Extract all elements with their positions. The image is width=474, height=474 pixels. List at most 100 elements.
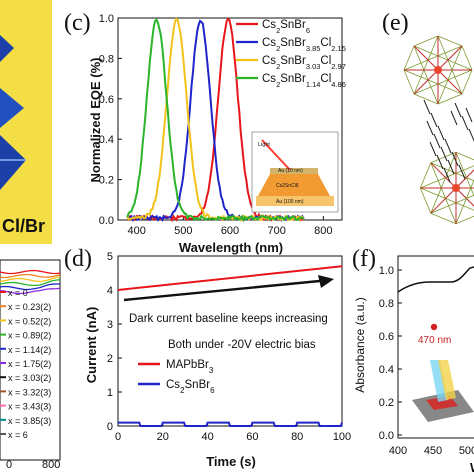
legend-label-cs2snbr6: Cs2SnBr6 (166, 379, 215, 395)
organic-chain (440, 146, 448, 162)
panel-c-legend-label-3: Cs2SnBr1.14Cl4.86 (262, 73, 346, 89)
left-xrd-curve-1 (0, 273, 61, 279)
inset-light-beam (261, 139, 291, 171)
marker-470nm (430, 323, 438, 331)
left-xrd-curve-3 (0, 279, 61, 287)
panel-d-ytick-label: 2 (107, 353, 113, 365)
cage-top-spoke (437, 69, 463, 95)
panel-c-ytick-label: 1.0 (99, 13, 114, 25)
trend-arrow-line (123, 278, 331, 302)
panel-c-ytick-label: 0.0 (99, 215, 114, 227)
panel-c-ytick-label: 0.2 (99, 175, 114, 187)
cage-bottom-spoke (430, 187, 457, 214)
organic-chain (450, 110, 458, 126)
device-active-area (426, 396, 458, 410)
panel-d-xtick-label: 40 (201, 431, 213, 443)
panel-f-ticks: 1.0 0.8 0.6 0.4 0.2 0.0 (379, 265, 402, 442)
panel-c-xtick-label: 800 (314, 225, 332, 237)
panel-d: (d) Current (nA) Time (s) 0 20 40 60 80 100 0 1… (64, 246, 351, 469)
cage-bottom-bond (430, 151, 457, 164)
organic-chain (429, 141, 437, 157)
panel-c-xtick-label: 400 (127, 225, 145, 237)
inset-au-bottom-label: Au (100 nm) (276, 199, 304, 205)
trend-arrow-head (318, 275, 334, 288)
panel-c-ytick-label: 0.6 (99, 94, 114, 106)
absorbance-curve (397, 266, 474, 293)
left-xrd-curve-2 (0, 275, 61, 283)
left-xtick-0: 0 (6, 459, 12, 471)
inset-light-label: Light (258, 142, 270, 148)
cage-bottom-bond (430, 152, 457, 214)
cage-bottom-spoke (430, 162, 457, 189)
cage-top-center (434, 66, 442, 74)
panel-d-xtick-label: 20 (157, 431, 169, 443)
legend-label-mapbbr3: MAPbBr3 (166, 359, 214, 375)
cage-top-bond (413, 69, 473, 95)
left-legend-label-3: x = 0.89(2) (8, 331, 51, 341)
left-legend-label-1: x = 0.23(2) (8, 302, 51, 312)
panel-c-series-3 (126, 18, 305, 223)
panel-f-annotation: 470 nm (418, 335, 451, 346)
panel-f-ylabel: Absorbance (a.u.) (353, 297, 367, 392)
panel-d-ytick-label: 3 (107, 319, 113, 331)
inset-mid-label: Cs2SnCl6 (276, 183, 299, 189)
cage-bottom-bond (419, 162, 432, 189)
panel-d-annotation: Dark current baseline keeps increasing (129, 313, 328, 325)
cage-top-bond (413, 45, 473, 71)
left-legend-label-2: x = 0.52(2) (8, 316, 51, 326)
panel-c-legend: Cs2SnBr6 Cs2SnBr3.85Cl2.15 Cs2SnBr3.03Cl2.… (236, 19, 346, 89)
organic-chain (461, 115, 469, 131)
panel-c-xtick-label: 700 (267, 225, 285, 237)
left-xtick-800: 800 (42, 459, 60, 471)
panel-c-ylabel: Normalized EQE (%) (88, 58, 103, 183)
panel-c-ytick-label: 0.8 (99, 53, 114, 65)
cage-top-bond (461, 45, 473, 71)
cage-bottom-bond (420, 165, 474, 189)
cage-top-bond (437, 35, 463, 95)
panel-c-series (126, 17, 305, 223)
panel-d-ytick-label: 1 (107, 387, 113, 399)
cage-bottom-bond (455, 151, 474, 161)
device-light-beam (430, 360, 448, 402)
left-xrd-curve-4 (0, 283, 60, 291)
cl-br-label: Cl/Br (2, 216, 45, 236)
panel-d-ylabel: Current (nA) (84, 307, 99, 384)
panel-f-frame (397, 255, 474, 439)
panel-d-xtick-label: 80 (291, 431, 303, 443)
organic-chain (454, 102, 462, 118)
left-legend-label-8: x = 3.43(3) (8, 402, 51, 412)
cage-bottom-spoke (455, 187, 474, 207)
cage-bottom-bond (455, 179, 474, 224)
panel-f-label: (f) (352, 246, 376, 272)
panel-c-legend-label-0: Cs2SnBr6 (262, 19, 310, 35)
inset-au-top (270, 168, 318, 174)
panel-c-ytick-label: 0.4 (99, 134, 114, 146)
cage-bottom-bond (430, 162, 474, 182)
panel-c-xtick-label: 600 (221, 225, 239, 237)
left-legend-label-0: x = 0 (8, 288, 28, 298)
cage-bottom-bond (455, 215, 474, 225)
cage-bottom-center (452, 184, 460, 192)
left-legend-label-4: x = 1.14(2) (8, 345, 51, 355)
panel-f-xtick-450: 450 (424, 445, 442, 457)
organic-chain (444, 138, 452, 154)
left-xrd-frame (0, 259, 61, 461)
organic-chain (468, 128, 474, 142)
cage-bottom-bond (455, 152, 474, 197)
panel-f-xtick-500: 500 (459, 445, 474, 457)
cage-top-bond (437, 93, 463, 105)
panel-d-xtick-label: 0 (115, 431, 121, 443)
cage-bottom-bond (419, 187, 432, 214)
panel-f-ytick-label: 0.4 (379, 364, 394, 376)
cage-top-bond (413, 35, 439, 95)
panel-f-xtick-400: 400 (389, 445, 407, 457)
panel-d-ytick-label: 4 (107, 285, 113, 297)
panel-d-ytick-label: 0 (107, 421, 113, 433)
panel-d-label: (d) (64, 246, 92, 272)
octahedron-1 (0, 35, 14, 62)
left-xrd-curve-5 (0, 287, 61, 295)
panel-f-ytick-label: 1.0 (379, 265, 394, 277)
panel-f-ytick-label: 0.0 (379, 430, 394, 442)
panel-d-series-mapbbr3 (117, 265, 343, 291)
